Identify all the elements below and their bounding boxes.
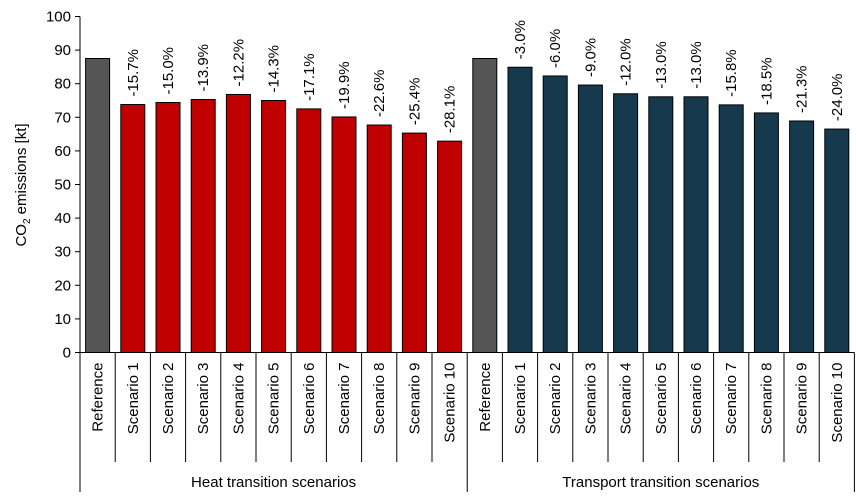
bar <box>508 67 532 352</box>
y-tick-label: 50 <box>54 177 71 194</box>
x-category-label: Scenario 6 <box>301 363 318 435</box>
bar-value-label: -3.0% <box>512 20 529 59</box>
bar-value-label: -25.4% <box>406 78 423 126</box>
bar-value-label: -18.5% <box>758 57 775 105</box>
x-category-label: Scenario 5 <box>653 363 670 435</box>
bar <box>684 97 708 353</box>
y-tick-label: 30 <box>54 244 71 261</box>
bar-value-label: -22.6% <box>371 69 388 117</box>
bar-value-label: -24.0% <box>829 74 846 122</box>
bars: -15.7% -15.0% -13.9% -12.2% -14.3% -17.1% -19.… <box>86 20 849 352</box>
y-tick-label: 80 <box>54 76 71 93</box>
bar-value-label: -19.9% <box>336 61 353 109</box>
bar <box>226 94 250 352</box>
y-tick-label: 10 <box>54 311 71 328</box>
y-tick-label: 70 <box>54 109 71 126</box>
x-category-label: Scenario 3 <box>195 363 212 435</box>
x-category-label: Scenario 3 <box>582 363 599 435</box>
bar-value-label: -12.2% <box>230 39 247 87</box>
x-category-label: Scenario 10 <box>442 362 459 442</box>
bar <box>649 97 673 353</box>
bar <box>402 133 426 352</box>
x-category-label: Scenario 5 <box>266 363 283 435</box>
x-category-label: Scenario 9 <box>406 363 423 435</box>
x-category-label: Scenario 1 <box>125 363 142 435</box>
bar-value-label: -13.0% <box>688 41 705 89</box>
bar-value-label: -14.3% <box>266 45 283 93</box>
x-category-label: Scenario 2 <box>547 363 564 435</box>
bar <box>790 121 814 353</box>
x-category-label: Scenario 10 <box>829 363 846 443</box>
y-tick-label: 90 <box>54 42 71 59</box>
y-axis-label: CO2 emissions [kt] <box>13 123 33 246</box>
bar <box>719 105 743 353</box>
x-category-label: Scenario 1 <box>512 363 529 435</box>
y-tick-label: 0 <box>63 345 71 362</box>
bar-value-label: -15.0% <box>160 47 177 95</box>
y-axis: 0 10 20 30 40 50 60 70 80 90 100 <box>46 9 80 362</box>
bar-value-label: -17.1% <box>301 53 318 101</box>
bar <box>578 85 602 352</box>
bar <box>121 105 145 353</box>
bar <box>367 125 391 352</box>
bar-value-label: -28.1% <box>442 86 459 134</box>
bar-value-label: -21.3% <box>794 65 811 113</box>
x-category-label: Scenario 6 <box>688 363 705 435</box>
x-group-label: Heat transition scenarios <box>191 474 356 491</box>
bar <box>156 103 180 353</box>
bar <box>438 141 462 352</box>
bar <box>262 101 286 353</box>
x-category-label: Scenario 8 <box>371 363 388 435</box>
bar <box>825 129 849 352</box>
y-tick-label: 40 <box>54 210 71 227</box>
x-category-label: Scenario 4 <box>618 363 635 435</box>
x-category-label: Scenario 4 <box>230 363 247 435</box>
bar <box>473 59 497 353</box>
x-category-label: Scenario 7 <box>723 363 740 435</box>
bar <box>297 109 321 353</box>
bar-value-label: -12.0% <box>618 38 635 86</box>
bar-value-label: -13.0% <box>653 41 670 89</box>
bar-value-label: -15.7% <box>125 49 142 97</box>
bar <box>86 59 110 353</box>
x-category-label: Reference <box>477 363 494 432</box>
bar-value-label: -13.9% <box>195 44 212 92</box>
bar-value-label: -9.0% <box>582 38 599 77</box>
y-axis-label-prefix: CO <box>13 224 30 247</box>
bar-value-label: -6.0% <box>547 29 564 68</box>
x-category-label: Reference <box>90 363 107 432</box>
bar-value-label: -15.8% <box>723 49 740 97</box>
y-tick-label: 60 <box>54 143 71 160</box>
y-axis-label-suffix: emissions [kt] <box>13 123 30 218</box>
x-axis: Reference Scenario 1 Scenario 2 Scenario 3 S… <box>80 353 854 493</box>
bar <box>191 99 215 352</box>
x-category-label: Scenario 7 <box>336 363 353 435</box>
x-category-label: Scenario 2 <box>160 363 177 435</box>
bar <box>332 117 356 353</box>
bar <box>614 94 638 353</box>
x-group-label: Transport transition scenarios <box>562 474 759 491</box>
y-tick-label: 100 <box>46 9 71 26</box>
bar <box>754 113 778 353</box>
bar <box>543 76 567 353</box>
y-tick-label: 20 <box>54 277 71 294</box>
x-category-label: Scenario 8 <box>758 363 775 435</box>
x-category-label: Scenario 9 <box>794 363 811 435</box>
